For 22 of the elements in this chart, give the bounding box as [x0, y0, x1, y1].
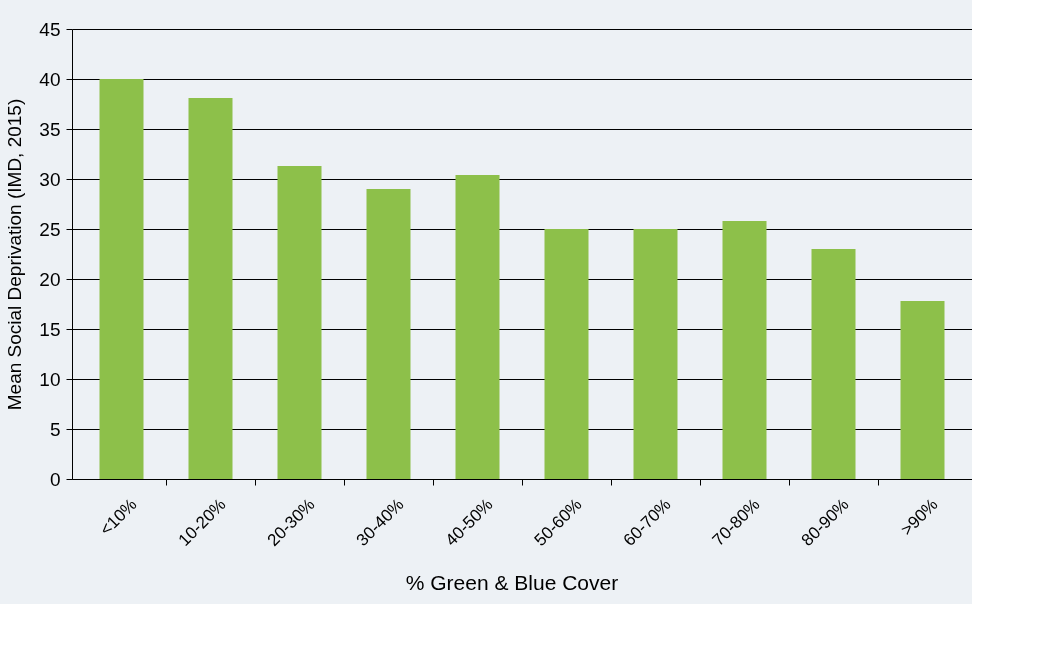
x-axis-title: % Green & Blue Cover — [405, 571, 619, 594]
y-tick-label: 20 — [39, 268, 61, 290]
y-axis-title: Mean Social Deprivation (IMD, 2015) — [4, 98, 26, 411]
y-tick-label: 5 — [49, 418, 61, 440]
bar — [277, 166, 322, 479]
y-tick-label: 10 — [39, 368, 61, 390]
bar — [366, 189, 411, 479]
y-tick-label: 40 — [39, 68, 61, 90]
y-tick-label: 15 — [39, 318, 61, 340]
y-tick-label: 35 — [39, 118, 61, 140]
bar — [900, 301, 945, 479]
bar — [188, 98, 233, 479]
bar — [544, 229, 589, 479]
y-tick-label: 25 — [39, 218, 61, 240]
bar — [99, 79, 144, 479]
y-tick-label: 45 — [39, 18, 61, 40]
bar — [811, 249, 856, 479]
y-tick-label: 30 — [39, 168, 61, 190]
bar — [455, 175, 500, 479]
bar — [633, 229, 678, 479]
bar — [722, 221, 767, 479]
y-tick-label: 0 — [49, 468, 61, 490]
